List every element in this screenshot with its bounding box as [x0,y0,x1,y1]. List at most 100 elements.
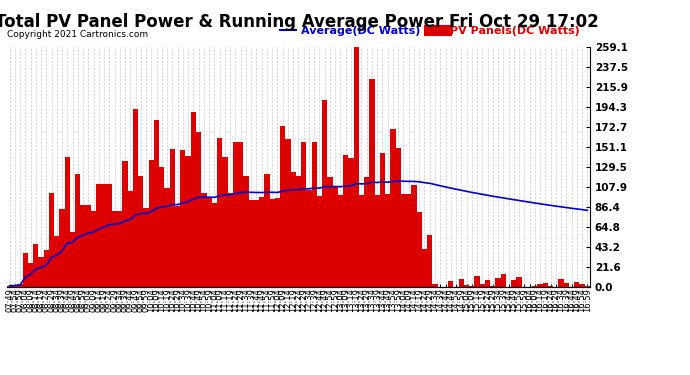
Bar [411,185,417,287]
Bar [290,172,296,287]
Bar [91,211,96,287]
Bar [480,284,485,287]
Bar [254,200,259,287]
Bar [28,263,33,287]
Bar [186,156,190,287]
Bar [475,276,480,287]
Bar [238,142,244,287]
Bar [101,184,107,287]
Bar [33,244,39,287]
Bar [201,193,206,287]
Bar [180,150,186,287]
Bar [327,177,333,287]
Bar [406,194,411,287]
Bar [280,126,285,287]
Bar [170,149,175,287]
Bar [490,286,495,287]
Bar [39,257,43,287]
Bar [495,279,501,287]
Bar [385,194,391,287]
Bar [112,211,117,287]
Bar [558,279,564,287]
Bar [12,285,17,287]
Bar [75,174,81,287]
Bar [133,108,138,287]
Bar [380,153,385,287]
Bar [375,195,380,287]
Bar [196,132,201,287]
Bar [348,158,353,287]
Bar [333,186,338,287]
Bar [485,280,490,287]
Bar [542,283,548,287]
Bar [55,236,59,287]
Bar [70,232,75,287]
Bar [117,211,122,287]
Bar [301,142,306,287]
Bar [154,120,159,287]
Bar [122,161,128,287]
Text: Total PV Panel Power & Running Average Power Fri Oct 29 17:02: Total PV Panel Power & Running Average P… [0,13,599,31]
Bar [107,184,112,287]
Bar [190,112,196,287]
Bar [65,157,70,287]
Bar [369,78,375,287]
Bar [469,286,475,287]
Bar [149,160,154,287]
Bar [175,206,180,287]
Bar [59,209,65,287]
Bar [448,281,453,287]
Bar [7,286,12,287]
Bar [23,253,28,287]
Bar [427,235,433,287]
Bar [317,196,322,287]
Bar [264,174,270,287]
Bar [212,202,217,287]
Bar [391,129,395,287]
Bar [459,279,464,287]
Bar [86,205,91,287]
Bar [422,249,427,287]
Bar [43,250,49,287]
Bar [81,205,86,287]
Bar [228,193,233,287]
Bar [128,190,133,287]
Bar [17,284,23,287]
Bar [164,188,170,287]
Bar [511,280,516,287]
Bar [49,193,55,287]
Bar [501,274,506,287]
Bar [548,286,553,287]
Bar [584,286,590,287]
Bar [322,100,327,287]
Bar [417,212,422,287]
Bar [259,197,264,287]
Bar [138,176,144,287]
Bar [433,284,437,287]
Bar [564,283,569,287]
Bar [401,194,406,287]
Bar [217,138,222,287]
Bar [464,285,469,287]
Bar [306,190,312,287]
Text: Copyright 2021 Cartronics.com: Copyright 2021 Cartronics.com [8,30,148,39]
Bar [233,141,238,287]
Bar [285,139,290,287]
Bar [343,155,348,287]
Bar [574,282,580,287]
Bar [144,208,149,287]
Bar [538,284,542,287]
Bar [275,198,280,287]
Bar [270,199,275,287]
Bar [248,200,254,287]
Bar [296,176,301,287]
Bar [338,195,343,287]
Bar [364,177,369,287]
Bar [353,47,359,287]
Bar [532,286,538,287]
Bar [96,184,101,287]
Bar [580,284,584,287]
Bar [516,277,522,287]
Bar [395,148,401,287]
Bar [159,168,164,287]
